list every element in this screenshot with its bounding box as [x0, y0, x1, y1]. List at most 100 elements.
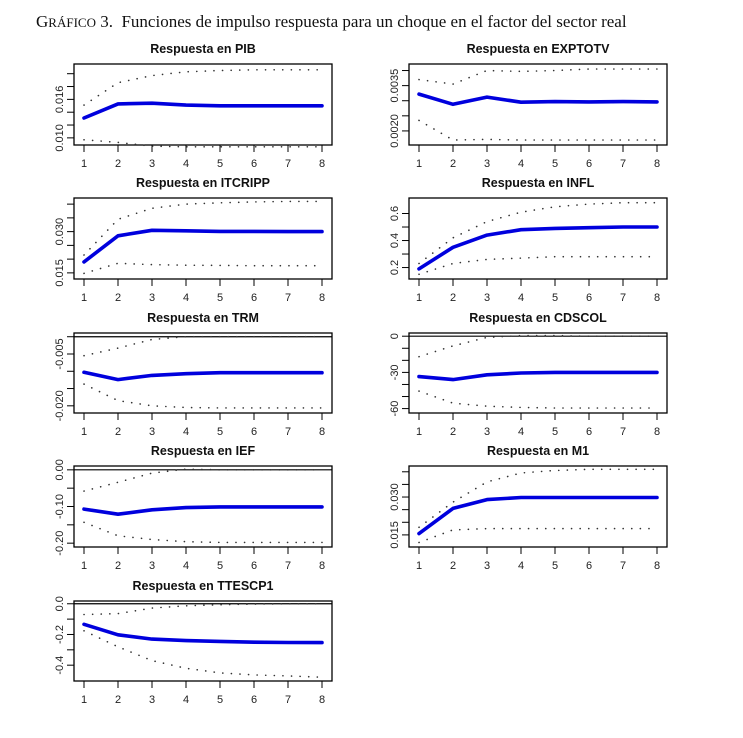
- y-tick-label: -0.10: [54, 494, 66, 519]
- confidence-band-upper: [83, 468, 323, 492]
- panel-title: Respuesta en PIB: [150, 42, 256, 56]
- plot-frame: [73, 63, 333, 146]
- x-tick-label: 8: [319, 292, 325, 304]
- confidence-band-upper: [83, 335, 323, 357]
- confidence-band-upper: [83, 602, 323, 616]
- x-tick-label: 5: [552, 292, 558, 304]
- y-tick-label: 0.0: [54, 596, 66, 611]
- x-tick-label: 1: [416, 292, 422, 304]
- x-tick-label: 6: [251, 292, 257, 304]
- x-tick-label: 7: [285, 426, 291, 438]
- x-tick-label: 3: [484, 158, 490, 170]
- x-tick-label: 1: [81, 694, 87, 706]
- plot-frame: [73, 197, 333, 280]
- response-line: [82, 101, 324, 120]
- confidence-band-upper: [83, 200, 323, 256]
- plot-frame: [408, 63, 668, 146]
- x-tick-label: 7: [620, 292, 626, 304]
- response-line: [417, 370, 659, 382]
- confidence-band-upper: [418, 334, 658, 358]
- panel-infl: Respuesta en INFL 0.2 0.4 0.6 1 2 3 4 5 6 7 8: [389, 176, 668, 304]
- x-tick-label: 7: [620, 426, 626, 438]
- y-tick-label: -60: [389, 401, 401, 417]
- x-tick-label: 5: [217, 694, 223, 706]
- figure-label-number: 3.: [100, 12, 113, 31]
- x-tick-label: 7: [285, 560, 291, 572]
- x-tick-label: 1: [81, 560, 87, 572]
- x-tick-label: 3: [484, 560, 490, 572]
- confidence-band-upper: [418, 201, 658, 265]
- x-tick-label: 4: [518, 426, 524, 438]
- confidence-band-lower: [418, 119, 658, 141]
- plot-frame: [73, 600, 333, 682]
- y-tick-label: -0.005: [54, 338, 66, 369]
- confidence-band-lower: [83, 383, 323, 409]
- x-tick-label: 4: [183, 426, 189, 438]
- panel-pib: Respuesta en PIB 0.010 0.016 1 2 3 4 5 6 7 8: [54, 42, 333, 170]
- x-tick-label: 7: [285, 694, 291, 706]
- y-tick-label: 0.030: [54, 218, 66, 246]
- x-tick-label: 1: [81, 292, 87, 304]
- x-tick-label: 2: [450, 292, 456, 304]
- x-tick-label: 6: [251, 426, 257, 438]
- x-tick-label: 8: [654, 292, 660, 304]
- response-line: [417, 92, 659, 107]
- plot-frame: [73, 332, 333, 414]
- x-tick-label: 6: [251, 694, 257, 706]
- x-tick-label: 4: [183, 158, 189, 170]
- x-tick-label: 5: [217, 158, 223, 170]
- panel-trm: Respuesta en TRM -0.020 -0.005 1 2 3 4 5 6 7 8: [54, 311, 333, 438]
- y-tick-label: 0.015: [389, 521, 401, 549]
- x-tick-label: 4: [183, 694, 189, 706]
- response-line: [82, 505, 324, 517]
- y-tick-label: 0.016: [54, 86, 66, 114]
- plot-frame: [408, 197, 668, 280]
- confidence-band-lower: [418, 255, 658, 276]
- x-tick-label: 5: [217, 292, 223, 304]
- x-tick-label: 6: [586, 292, 592, 304]
- figure-label-rest: RÁFICO: [48, 15, 96, 30]
- response-line: [417, 225, 659, 271]
- y-tick-label: 0.4: [389, 233, 401, 248]
- x-tick-label: 8: [319, 694, 325, 706]
- panel-itcripp: Respuesta en ITCRIPP 0.015 0.030 1 2 3 4 5 6 7 8: [54, 176, 333, 304]
- x-tick-label: 3: [149, 560, 155, 572]
- y-tick-label: 0.0035: [389, 69, 401, 103]
- x-tick-label: 2: [115, 158, 121, 170]
- x-tick-label: 7: [620, 158, 626, 170]
- x-tick-label: 8: [654, 560, 660, 572]
- x-tick-label: 3: [149, 426, 155, 438]
- confidence-band-lower: [418, 390, 658, 409]
- confidence-band-lower: [418, 527, 658, 544]
- x-tick-label: 5: [552, 158, 558, 170]
- plot-frame: [408, 465, 668, 548]
- y-tick-label: 0.0020: [389, 114, 401, 148]
- x-tick-label: 7: [285, 292, 291, 304]
- x-tick-label: 7: [620, 560, 626, 572]
- y-tick-label: 0.00: [54, 459, 66, 480]
- panel-exptotv: Respuesta en EXPTOTV 0.0020 0.0035 1 2 3 4 5 6 7 8: [389, 42, 668, 170]
- panel-title: Respuesta en TTESCP1: [132, 579, 273, 593]
- x-tick-label: 2: [115, 694, 121, 706]
- x-tick-label: 8: [319, 560, 325, 572]
- panel-title: Respuesta en INFL: [482, 176, 595, 190]
- y-tick-label: 0.030: [389, 483, 401, 511]
- confidence-band-upper: [418, 68, 658, 85]
- confidence-band-lower: [83, 262, 323, 275]
- x-tick-label: 2: [450, 158, 456, 170]
- x-tick-label: 5: [217, 426, 223, 438]
- x-tick-label: 2: [115, 292, 121, 304]
- x-tick-label: 6: [586, 560, 592, 572]
- y-tick-label: 0.010: [54, 124, 66, 152]
- confidence-band-upper: [83, 69, 323, 106]
- y-tick-label: 0: [389, 333, 401, 339]
- x-tick-label: 4: [518, 560, 524, 572]
- confidence-band-lower: [83, 629, 323, 679]
- panel-title: Respuesta en M1: [487, 444, 589, 458]
- x-tick-label: 7: [285, 158, 291, 170]
- plot-frame: [408, 332, 668, 414]
- y-tick-label: 0.6: [389, 206, 401, 221]
- x-tick-label: 3: [149, 158, 155, 170]
- x-tick-label: 3: [149, 694, 155, 706]
- x-tick-label: 2: [450, 426, 456, 438]
